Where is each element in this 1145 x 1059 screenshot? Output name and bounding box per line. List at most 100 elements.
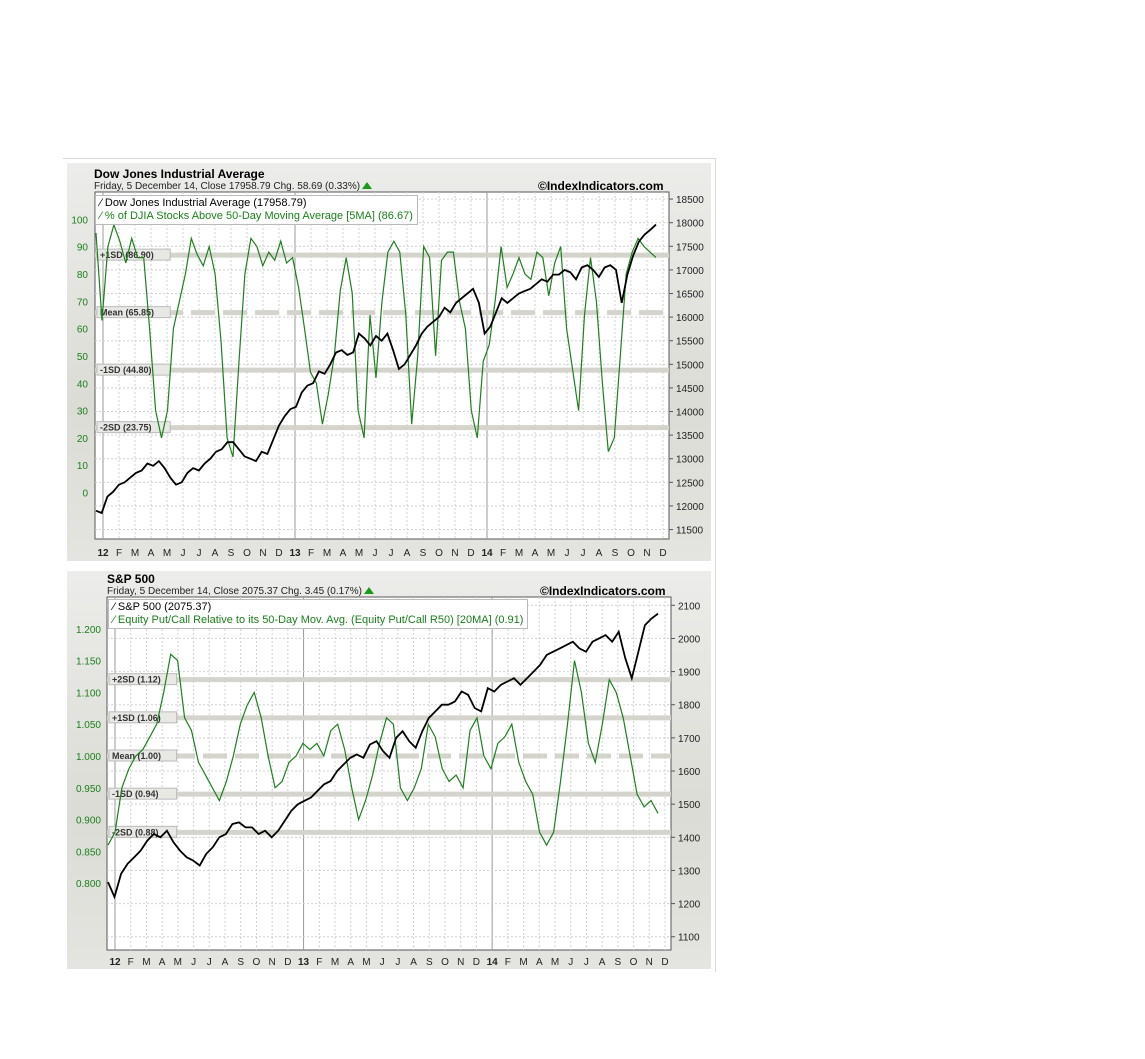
series-line <box>107 612 659 900</box>
left-axis-label: 100 <box>71 215 88 226</box>
x-tick-label: O <box>243 548 251 559</box>
right-axis-label: 1700 <box>678 734 701 745</box>
x-tick-label: M <box>515 548 523 559</box>
band-label-text: -2SD (0.88) <box>112 827 159 837</box>
spx-chart-svg: 12 F M A M J J A S O N D 13 F M A M J J A S O N D 14 F M A M J J A S O N D1… <box>76 596 701 968</box>
x-tick-label: F <box>308 548 314 559</box>
x-tick-label: D <box>661 957 668 968</box>
x-tick-label: A <box>222 957 229 968</box>
chart-legend: ⁄ S&P 500 (2075.37) ⁄ Equity Put/Call Re… <box>108 599 529 629</box>
chart-title: S&P 500 <box>107 572 155 586</box>
band-label: -2SD (0.88) <box>108 825 178 838</box>
right-axis-label: 1800 <box>678 701 701 712</box>
x-tick-label: M <box>519 957 527 968</box>
x-tick-label: J <box>380 957 385 968</box>
band-label: +1SD (1.06) <box>108 711 178 724</box>
x-tick-label: F <box>505 957 511 968</box>
x-tick-label: O <box>630 957 638 968</box>
x-tick-label: M <box>142 957 150 968</box>
right-axis-label: 1500 <box>678 800 701 811</box>
band-label-box <box>108 711 178 724</box>
x-tick-label: A <box>410 957 417 968</box>
left-axis-label: 1.150 <box>76 657 101 668</box>
series-line <box>95 223 657 515</box>
x-tick-label: J <box>197 548 202 559</box>
chart-subtitle: Friday, 5 December 14, Close 17958.79 Ch… <box>94 181 373 192</box>
chart-subtitle: Friday, 5 December 14, Close 2075.37 Chg… <box>107 586 374 597</box>
left-axis-label: 0 <box>82 489 88 500</box>
x-tick-label: J <box>373 548 378 559</box>
x-tick-label: O <box>627 548 635 559</box>
band-label-text: -2SD (23.75) <box>100 423 152 433</box>
x-tick-label: A <box>148 548 155 559</box>
left-axis-label: 1.200 <box>76 625 101 636</box>
x-tick-label: N <box>643 548 650 559</box>
right-axis-label: 1900 <box>678 668 701 679</box>
x-tick-label: O <box>441 957 449 968</box>
x-tick-label: F <box>128 957 134 968</box>
left-axis-label: 50 <box>77 352 89 363</box>
band-label-box <box>96 421 171 434</box>
x-tick-label: A <box>599 957 606 968</box>
right-axis-label: 15000 <box>676 360 704 371</box>
right-axis-label: 14500 <box>676 384 704 395</box>
x-tick-label: 12 <box>97 548 109 559</box>
band-label-text: Mean (65.85) <box>100 308 154 318</box>
right-axis-label: 11500 <box>676 526 704 537</box>
band-label: -2SD (23.75) <box>96 421 171 434</box>
x-tick-label: J <box>389 548 394 559</box>
right-axis-label: 14000 <box>676 408 704 419</box>
x-tick-label: 13 <box>298 957 310 968</box>
left-axis-label: 90 <box>77 243 89 254</box>
x-tick-label: S <box>228 548 235 559</box>
x-tick-label: A <box>596 548 603 559</box>
right-axis-label: 15500 <box>676 337 704 348</box>
x-tick-label: N <box>269 957 276 968</box>
x-tick-label: M <box>163 548 171 559</box>
x-tick-label: M <box>174 957 182 968</box>
x-tick-label: O <box>435 548 443 559</box>
x-tick-label: J <box>181 548 186 559</box>
right-axis-label: 1100 <box>678 933 700 944</box>
x-tick-label: F <box>116 548 122 559</box>
x-tick-label: 14 <box>481 548 493 559</box>
left-axis-label: 40 <box>77 379 89 390</box>
left-axis-label: 80 <box>77 270 89 281</box>
x-tick-label: M <box>551 957 559 968</box>
x-tick-label: A <box>347 957 354 968</box>
x-tick-label: J <box>584 957 589 968</box>
x-tick-label: N <box>457 957 464 968</box>
band-label-text: +1SD (1.06) <box>112 713 161 723</box>
right-axis-label: 13500 <box>676 431 704 442</box>
chart-outer-frame <box>63 158 716 972</box>
right-axis-label: 13000 <box>676 455 704 466</box>
left-axis-label: 1.000 <box>76 752 101 763</box>
up-arrow-icon <box>363 587 374 594</box>
band-label-box <box>108 673 178 686</box>
left-axis-label: 30 <box>77 407 89 418</box>
right-axis-label: 12500 <box>676 478 704 489</box>
series-line <box>107 653 659 847</box>
x-tick-label: J <box>395 957 400 968</box>
right-axis-label: 1600 <box>678 767 701 778</box>
x-tick-label: J <box>565 548 570 559</box>
x-tick-label: M <box>323 548 331 559</box>
plot-area <box>94 191 670 540</box>
left-axis-label: 0.900 <box>76 816 101 827</box>
x-tick-label: F <box>316 957 322 968</box>
x-tick-label: A <box>536 957 543 968</box>
band-label: -1SD (0.94) <box>108 787 178 800</box>
band-label: +2SD (1.12) <box>108 673 178 686</box>
x-tick-label: A <box>159 957 166 968</box>
up-arrow-icon <box>362 182 373 189</box>
right-axis-label: 17000 <box>676 266 704 277</box>
x-tick-label: N <box>646 957 653 968</box>
legend-entry: ⁄ Dow Jones Industrial Average (17958.79… <box>100 197 307 209</box>
x-tick-label: A <box>404 548 411 559</box>
x-tick-label: F <box>500 548 506 559</box>
chart-title: Dow Jones Industrial Average <box>94 167 265 181</box>
band-label-box <box>108 787 178 800</box>
band-label-text: -1SD (0.94) <box>112 789 159 799</box>
left-axis-label: 0.950 <box>76 784 101 795</box>
band-label: Mean (65.85) <box>96 306 171 319</box>
